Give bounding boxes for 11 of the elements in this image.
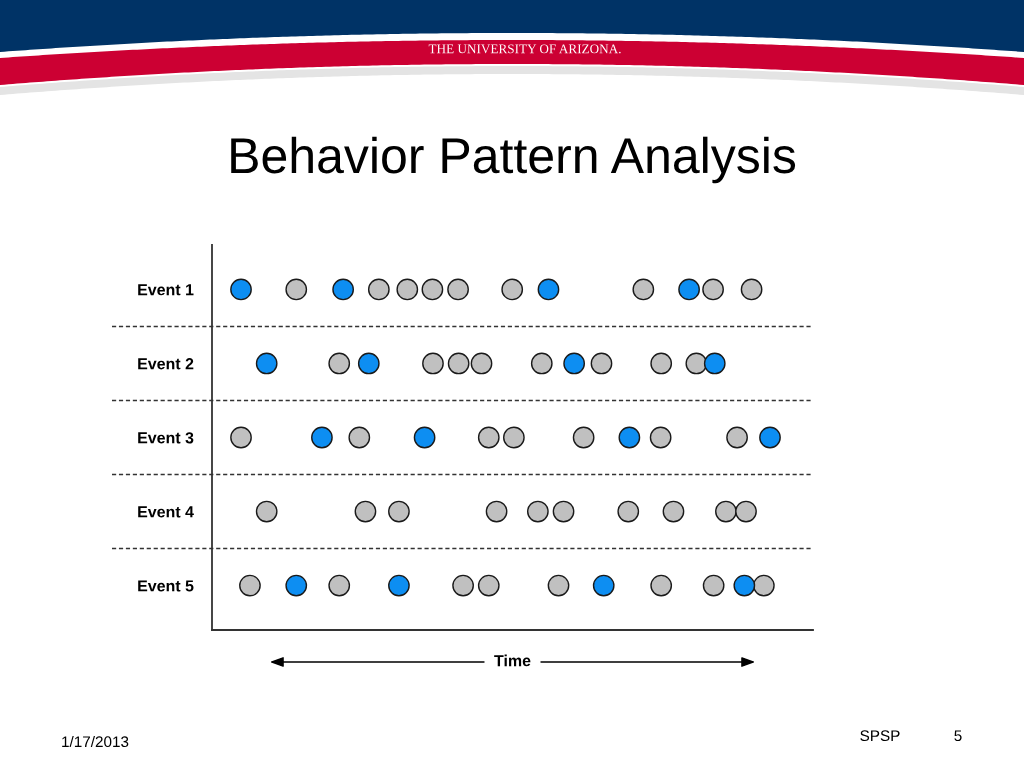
y-tick-label: Event 2 (138, 358, 194, 370)
text: SPSP (860, 730, 900, 742)
y-tick-label: Event 3 (138, 432, 194, 444)
text: THE UNIVERSITY OF ARIZONA. (428, 44, 621, 54)
text: 1/17/2013 (62, 735, 129, 748)
y-tick-label: Event 1 (138, 284, 194, 296)
x-axis-title: Time (494, 654, 531, 667)
y-tick-label: Event 4 (138, 506, 194, 518)
text: 5 (954, 730, 962, 742)
chart-title: Behavior Pattern Analysis (231, 136, 796, 184)
y-tick-label: Event 5 (138, 580, 194, 592)
